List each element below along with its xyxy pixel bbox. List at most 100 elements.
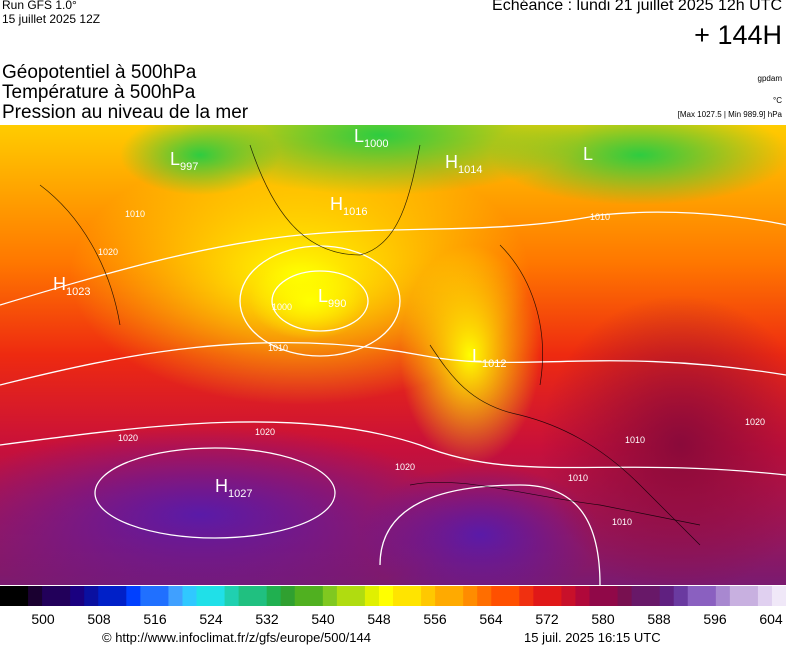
colorbar-swatch — [659, 586, 675, 606]
center-type: H — [330, 194, 343, 214]
colorbar-swatch — [393, 586, 408, 606]
center-value: 1023 — [66, 286, 90, 298]
center-value: 1012 — [482, 358, 506, 370]
colorbar-swatch — [491, 586, 506, 606]
colorbar-swatch — [435, 586, 450, 606]
run-date: 15 juillet 2025 12Z — [2, 12, 101, 26]
center-value: 1016 — [343, 206, 367, 218]
pressure-center: L1012 — [472, 346, 507, 370]
colorbar-swatch — [715, 586, 731, 606]
colorbar-swatch — [294, 586, 310, 606]
colorbar-swatch — [84, 586, 99, 606]
colorbar-tick-label: 604 — [759, 611, 783, 627]
unit: gpdam — [757, 74, 782, 83]
colorbar-swatch — [98, 586, 113, 606]
forecast-time: Echéance : lundi 21 juillet 2025 12h UTC — [492, 0, 782, 14]
center-type: H — [445, 152, 458, 172]
colorbar-swatch — [168, 586, 183, 606]
center-type: H — [215, 476, 228, 496]
pressure-center: L990 — [318, 286, 346, 310]
colorbar-tick-label: 516 — [143, 611, 167, 627]
colorbar-tick-label: 588 — [647, 611, 671, 627]
center-type: L — [472, 346, 482, 366]
isobar-label: 1020 — [395, 462, 415, 472]
colorbar-swatch — [771, 586, 786, 606]
run-label: Run GFS 1.0° — [2, 0, 77, 12]
colorbar-swatch — [561, 586, 576, 606]
isobar-label: 1010 — [612, 517, 632, 527]
colorbar-swatch — [533, 586, 548, 606]
center-type: L — [170, 149, 180, 169]
colorbar-swatch — [743, 586, 759, 606]
colorbar-swatch — [547, 586, 562, 606]
center-type: L — [318, 286, 328, 306]
colorbar-swatch — [673, 586, 689, 606]
pressure-center: L997 — [170, 149, 198, 173]
colorbar-tick-label: 508 — [87, 611, 111, 627]
colorbar-tick-label: 540 — [311, 611, 335, 627]
colorbar-swatch — [378, 586, 394, 606]
isobar-label: 1010 — [568, 473, 588, 483]
colorbar-tick-label: 596 — [703, 611, 727, 627]
colorbar-swatch — [407, 586, 422, 606]
isobar-label: 1010 — [625, 435, 645, 445]
colorbar-swatch — [589, 586, 605, 606]
colorbar-swatch — [224, 586, 240, 606]
colorbar-swatch — [42, 586, 57, 606]
pressure-center: L1000 — [354, 126, 389, 150]
colorbar-swatch — [28, 586, 43, 606]
center-value: 1027 — [228, 488, 252, 500]
colorbar-swatch — [154, 586, 169, 606]
colorbar-swatch — [477, 586, 492, 606]
source-url: © http://www.infoclimat.fr/z/gfs/europe/… — [102, 630, 371, 645]
colorbar-swatch — [322, 586, 338, 606]
colorbar-tick-label: 556 — [423, 611, 447, 627]
isobar-label: 1020 — [255, 427, 275, 437]
colorbar-swatch — [631, 586, 647, 606]
colorbar-swatch — [603, 586, 619, 606]
colorbar-swatch — [687, 586, 703, 606]
unit: °C — [773, 96, 782, 105]
pressure-center: H1027 — [215, 476, 252, 500]
pressure-center: L — [583, 144, 593, 164]
colorbar-swatch — [56, 586, 71, 606]
isobar-label: 1010 — [590, 212, 610, 222]
colorbar-swatch — [336, 586, 352, 606]
center-type: L — [583, 144, 593, 164]
isobar-label: 1000 — [272, 302, 292, 312]
isobar-label: 1010 — [125, 209, 145, 219]
field-name: Géopotentiel à 500hPa — [2, 62, 197, 83]
pressure-center: H1016 — [330, 194, 367, 218]
colorbar-tick-label: 500 — [31, 611, 55, 627]
center-type: H — [53, 274, 66, 294]
colorbar-tick-label: 572 — [535, 611, 559, 627]
colorbar-swatch — [112, 586, 127, 606]
colorbar-swatch — [126, 586, 141, 606]
center-value: 997 — [180, 161, 198, 173]
center-type: L — [354, 126, 364, 146]
colorbar-swatch — [308, 586, 324, 606]
colorbar-swatch — [196, 586, 212, 606]
colorbar-swatch — [645, 586, 661, 606]
colorbar-swatch — [449, 586, 464, 606]
colorbar-swatch — [421, 586, 436, 606]
field-name: Température à 500hPa — [2, 82, 196, 103]
colorbar-swatch — [14, 586, 29, 606]
colorbar-swatch — [617, 586, 633, 606]
colorbar-tick-label: 580 — [591, 611, 615, 627]
colorbar-swatch — [70, 586, 85, 606]
colorbar-tick-label: 548 — [367, 611, 391, 627]
colorbar-swatch — [350, 586, 366, 606]
colorbar-swatch — [238, 586, 254, 606]
colorbar-swatch — [140, 586, 155, 606]
colorbar-swatch — [0, 586, 15, 606]
colorbar-swatch — [757, 586, 773, 606]
colorbar-swatch — [266, 586, 282, 606]
isobar-label: 1020 — [118, 433, 138, 443]
colorbar-tick-label: 524 — [199, 611, 223, 627]
pressure-center: H1014 — [445, 152, 482, 176]
colorbar-swatch — [575, 586, 590, 606]
colorbar-swatch — [252, 586, 268, 606]
